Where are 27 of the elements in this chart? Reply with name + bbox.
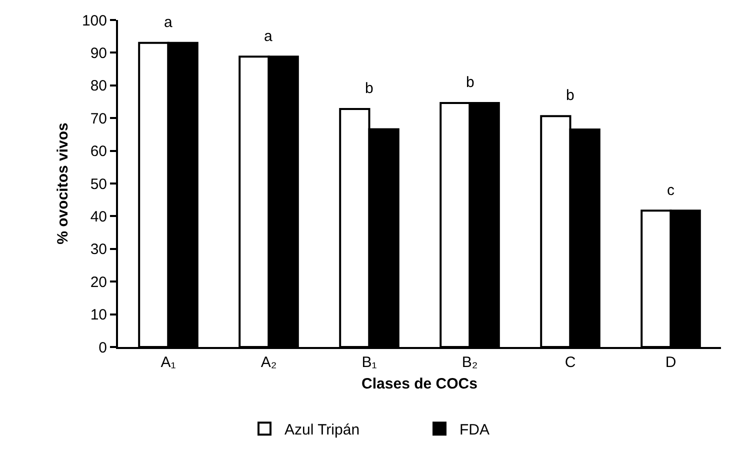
legend-label: FDA <box>460 422 490 438</box>
y-axis-title: % ovocitos vivos <box>54 122 72 244</box>
annotation: b <box>466 74 474 91</box>
legend-label: Azul Tripán <box>284 422 360 438</box>
y-tick-label: 0 <box>98 339 107 356</box>
annotation: b <box>566 87 574 104</box>
y-tick-label: 100 <box>82 12 107 30</box>
x-tick-label: D <box>665 354 676 371</box>
annotation: a <box>164 14 173 31</box>
y-tick-label: 50 <box>90 176 107 193</box>
y-tick-label: 70 <box>90 110 107 128</box>
x-axis-title: Clases de COCs <box>362 376 478 392</box>
y-tick-label: 60 <box>90 143 107 160</box>
x-tick-label: C <box>564 354 576 371</box>
y-tick-label: 90 <box>90 44 107 62</box>
x-tick-label: B₁ <box>362 354 377 371</box>
y-tick-label: 80 <box>90 78 107 95</box>
x-tick-label: A₁ <box>160 354 176 371</box>
y-tick-label: 20 <box>90 274 107 291</box>
annotation: b <box>365 80 374 97</box>
y-tick-label: 10 <box>90 306 107 324</box>
annotation: c <box>667 182 675 199</box>
y-tick-label: 30 <box>90 241 107 258</box>
y-tick-label: 40 <box>90 208 107 226</box>
x-tick-label: A₂ <box>260 354 277 371</box>
annotation: a <box>264 28 273 45</box>
x-tick-label: B₂ <box>462 354 478 371</box>
